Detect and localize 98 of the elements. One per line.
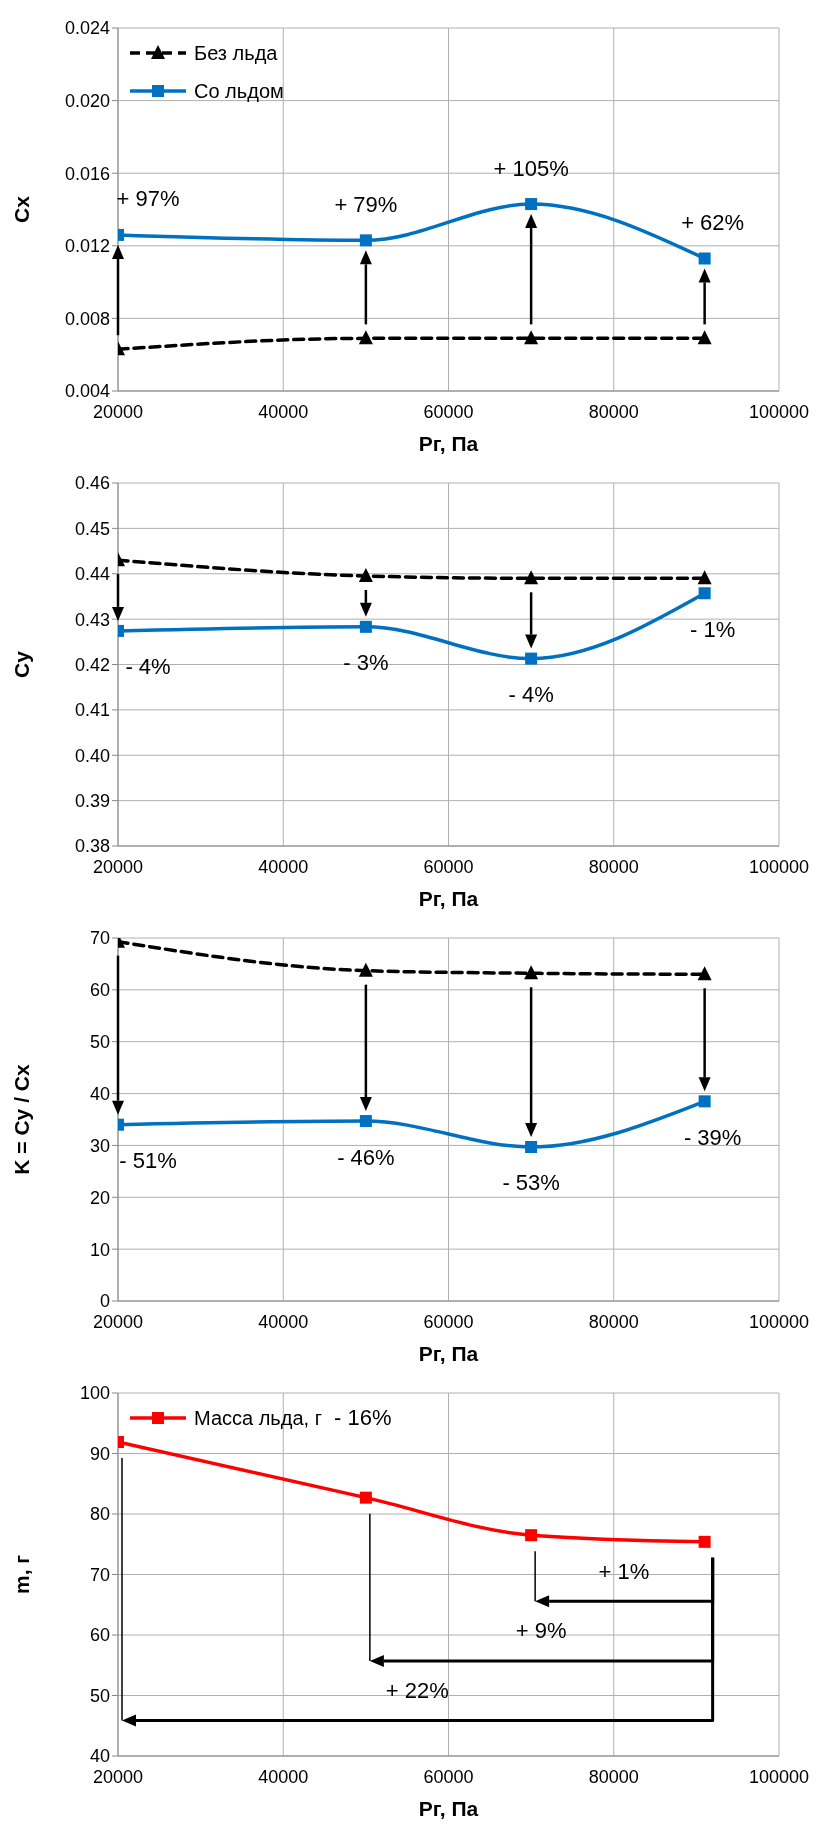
- y-axis-title: Cx: [10, 195, 34, 223]
- point: [359, 1491, 372, 1504]
- x-tick-label: 40000: [258, 401, 309, 422]
- annotation: + 22%: [385, 1677, 449, 1703]
- point: [524, 965, 539, 980]
- x-tick-label: 20000: [92, 1766, 144, 1787]
- annotation: + 79%: [334, 191, 398, 217]
- y-tick-label: 0.43: [74, 609, 110, 630]
- y-tick-label: 0.44: [74, 564, 110, 585]
- y-tick-label: 0.012: [64, 236, 110, 257]
- point: [358, 330, 373, 345]
- y-tick-label: 0.39: [74, 791, 110, 812]
- annotation: + 105%: [493, 155, 569, 181]
- y-tick-label: 0.46: [74, 473, 110, 494]
- annotation: - 46%: [337, 1144, 395, 1170]
- legend-label: Масса льда, г: [194, 1406, 322, 1430]
- y-tick-label: 0.004: [64, 381, 110, 402]
- point: [359, 234, 372, 247]
- x-axis-title: Рг, Па: [418, 1797, 479, 1820]
- point: [359, 1115, 372, 1128]
- x-tick-label: 100000: [748, 1311, 810, 1332]
- annotation: - 16%: [333, 1405, 392, 1431]
- annotation: + 62%: [681, 210, 745, 236]
- y-tick-label: 70: [89, 1564, 110, 1585]
- x-tick-label: 100000: [748, 401, 810, 422]
- y-axis-title: m, г: [10, 1554, 34, 1595]
- point: [525, 198, 538, 211]
- annotation: - 3%: [343, 650, 389, 676]
- annotation: - 4%: [508, 682, 554, 708]
- x-tick-label: 100000: [748, 1766, 810, 1787]
- point: [524, 570, 539, 585]
- y-tick-label: 40: [89, 1746, 110, 1767]
- x-tick-label: 60000: [423, 401, 474, 422]
- y-tick-label: 60: [89, 980, 110, 1001]
- y-tick-label: 50: [89, 1032, 110, 1053]
- point: [698, 587, 711, 600]
- y-tick-label: 0.38: [74, 836, 110, 857]
- y-axis-title: Cy: [10, 650, 34, 678]
- x-tick-label: 20000: [92, 856, 144, 877]
- legend-label: Без льда: [194, 41, 278, 65]
- y-tick-label: 100: [79, 1383, 110, 1404]
- legend-label: Со льдом: [194, 79, 284, 103]
- y-tick-label: 0.008: [64, 308, 110, 329]
- annotation: + 9%: [515, 1618, 567, 1644]
- y-tick-label: 70: [89, 928, 110, 949]
- annotation: - 51%: [119, 1148, 177, 1174]
- annotation: - 39%: [683, 1124, 742, 1150]
- point: [524, 330, 539, 345]
- x-tick-label: 60000: [423, 856, 474, 877]
- x-axis-title: Рг, Па: [418, 887, 479, 910]
- y-tick-label: 0.020: [64, 90, 110, 111]
- annotation: + 97%: [116, 186, 180, 212]
- y-tick-label: 10: [89, 1239, 110, 1260]
- y-tick-label: 0.45: [74, 518, 110, 539]
- x-tick-label: 20000: [92, 1311, 144, 1332]
- point: [525, 652, 538, 665]
- annotation: - 1%: [690, 616, 736, 642]
- point: [697, 330, 712, 345]
- x-tick-label: 80000: [588, 401, 639, 422]
- point: [697, 966, 712, 981]
- y-tick-label: 20: [89, 1187, 110, 1208]
- x-tick-label: 80000: [588, 856, 639, 877]
- y-tick-label: 0.41: [74, 700, 110, 721]
- point: [698, 252, 711, 265]
- y-tick-label: 50: [89, 1685, 110, 1706]
- point: [358, 962, 373, 977]
- x-tick-label: 40000: [258, 1766, 309, 1787]
- point: [359, 620, 372, 633]
- x-tick-label: 40000: [258, 1311, 309, 1332]
- y-tick-label: 60: [89, 1625, 110, 1646]
- x-axis-title: Рг, Па: [418, 1342, 479, 1365]
- y-tick-label: 0.024: [64, 18, 110, 39]
- point: [698, 1535, 711, 1548]
- annotation: - 4%: [125, 654, 171, 680]
- point: [698, 1095, 711, 1108]
- y-tick-label: 0.016: [64, 163, 110, 184]
- y-tick-label: 0.42: [74, 654, 110, 675]
- x-axis-title: Рг, Па: [418, 432, 479, 455]
- y-tick-label: 0: [99, 1291, 110, 1312]
- point: [525, 1529, 538, 1542]
- x-tick-label: 100000: [748, 856, 810, 877]
- x-tick-label: 40000: [258, 856, 309, 877]
- x-tick-label: 60000: [423, 1766, 474, 1787]
- point: [525, 1140, 538, 1153]
- x-tick-label: 80000: [588, 1766, 639, 1787]
- point: [358, 568, 373, 583]
- y-tick-label: 0.40: [74, 745, 110, 766]
- x-tick-label: 20000: [92, 401, 144, 422]
- x-tick-label: 80000: [588, 1311, 639, 1332]
- point: [697, 570, 712, 585]
- y-axis-title: K = Cy / Cx: [10, 1064, 34, 1175]
- x-tick-label: 60000: [423, 1311, 474, 1332]
- annotation: + 1%: [598, 1558, 650, 1584]
- annotation: - 53%: [502, 1170, 560, 1196]
- y-tick-label: 90: [89, 1443, 110, 1464]
- y-tick-label: 40: [89, 1083, 110, 1104]
- y-tick-label: 30: [89, 1135, 110, 1156]
- y-tick-label: 80: [89, 1504, 110, 1525]
